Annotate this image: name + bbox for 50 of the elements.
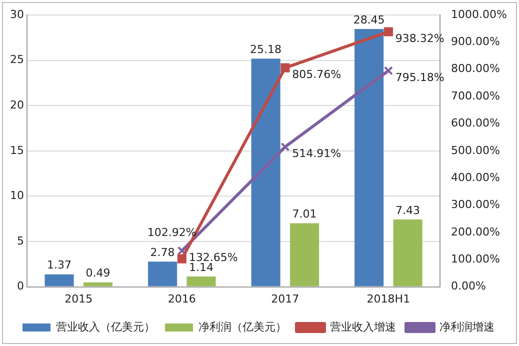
bar bbox=[393, 219, 422, 286]
y-tick-label: 10 bbox=[10, 189, 24, 202]
data-label: 7.43 bbox=[396, 204, 420, 217]
legend-label: 净利润（亿美元） bbox=[198, 320, 286, 334]
y-tick-label: 20 bbox=[10, 98, 24, 112]
data-label: 514.91% bbox=[292, 147, 342, 160]
y-tick-label: 0 bbox=[16, 280, 24, 293]
point bbox=[280, 142, 290, 152]
data-label: 805.76% bbox=[292, 68, 342, 82]
bar bbox=[290, 223, 320, 286]
data-label: 25.18 bbox=[250, 43, 282, 56]
y2-tick-label: 300.00% bbox=[451, 198, 500, 212]
y2-tick-label: 700.00% bbox=[451, 89, 500, 102]
point bbox=[280, 63, 290, 72]
y-tick-label: 30 bbox=[10, 8, 24, 21]
data-label: 1.37 bbox=[47, 258, 72, 272]
bar bbox=[148, 262, 178, 286]
bar bbox=[354, 29, 384, 286]
y2-tick-label: 400.00% bbox=[451, 170, 500, 184]
legend-label: 营业收入增速 bbox=[330, 320, 396, 334]
y2-tick-label: 900.00% bbox=[451, 35, 500, 48]
data-label: 938.32% bbox=[395, 32, 444, 46]
bar bbox=[44, 274, 74, 286]
bar bbox=[186, 276, 216, 286]
legend-label: 净利润增速 bbox=[440, 320, 494, 334]
x-tick-label: 2016 bbox=[168, 292, 196, 306]
y2-tick-label: 0.00% bbox=[451, 280, 486, 293]
y-tick-label: 5 bbox=[16, 234, 24, 248]
x-tick-label: 2018H1 bbox=[366, 292, 410, 306]
y-tick-label: 15 bbox=[10, 144, 24, 157]
data-label: 0.49 bbox=[86, 266, 110, 280]
point bbox=[177, 254, 186, 264]
x-tick-label: 2015 bbox=[64, 292, 93, 306]
y2-tick-label: 600.00% bbox=[451, 116, 500, 130]
y2-tick-label: 800.00% bbox=[451, 62, 500, 76]
data-label: 28.45 bbox=[353, 13, 385, 26]
data-label: 7.01 bbox=[292, 208, 317, 221]
y2-tick-label: 1000.00% bbox=[451, 8, 508, 21]
point bbox=[384, 27, 393, 36]
point bbox=[384, 66, 393, 76]
y2-tick-label: 100.00% bbox=[451, 252, 500, 266]
data-label: 2.78 bbox=[150, 246, 175, 259]
x-tick-label: 2017 bbox=[271, 292, 300, 306]
y-tick-label: 25 bbox=[10, 53, 24, 66]
y2-tick-label: 500.00% bbox=[451, 144, 500, 157]
data-label: 795.18% bbox=[395, 71, 444, 84]
bar bbox=[251, 58, 280, 286]
y2-tick-label: 200.00% bbox=[451, 225, 500, 238]
bar bbox=[83, 282, 113, 286]
legend-label: 营业收入（亿美元） bbox=[56, 320, 155, 334]
